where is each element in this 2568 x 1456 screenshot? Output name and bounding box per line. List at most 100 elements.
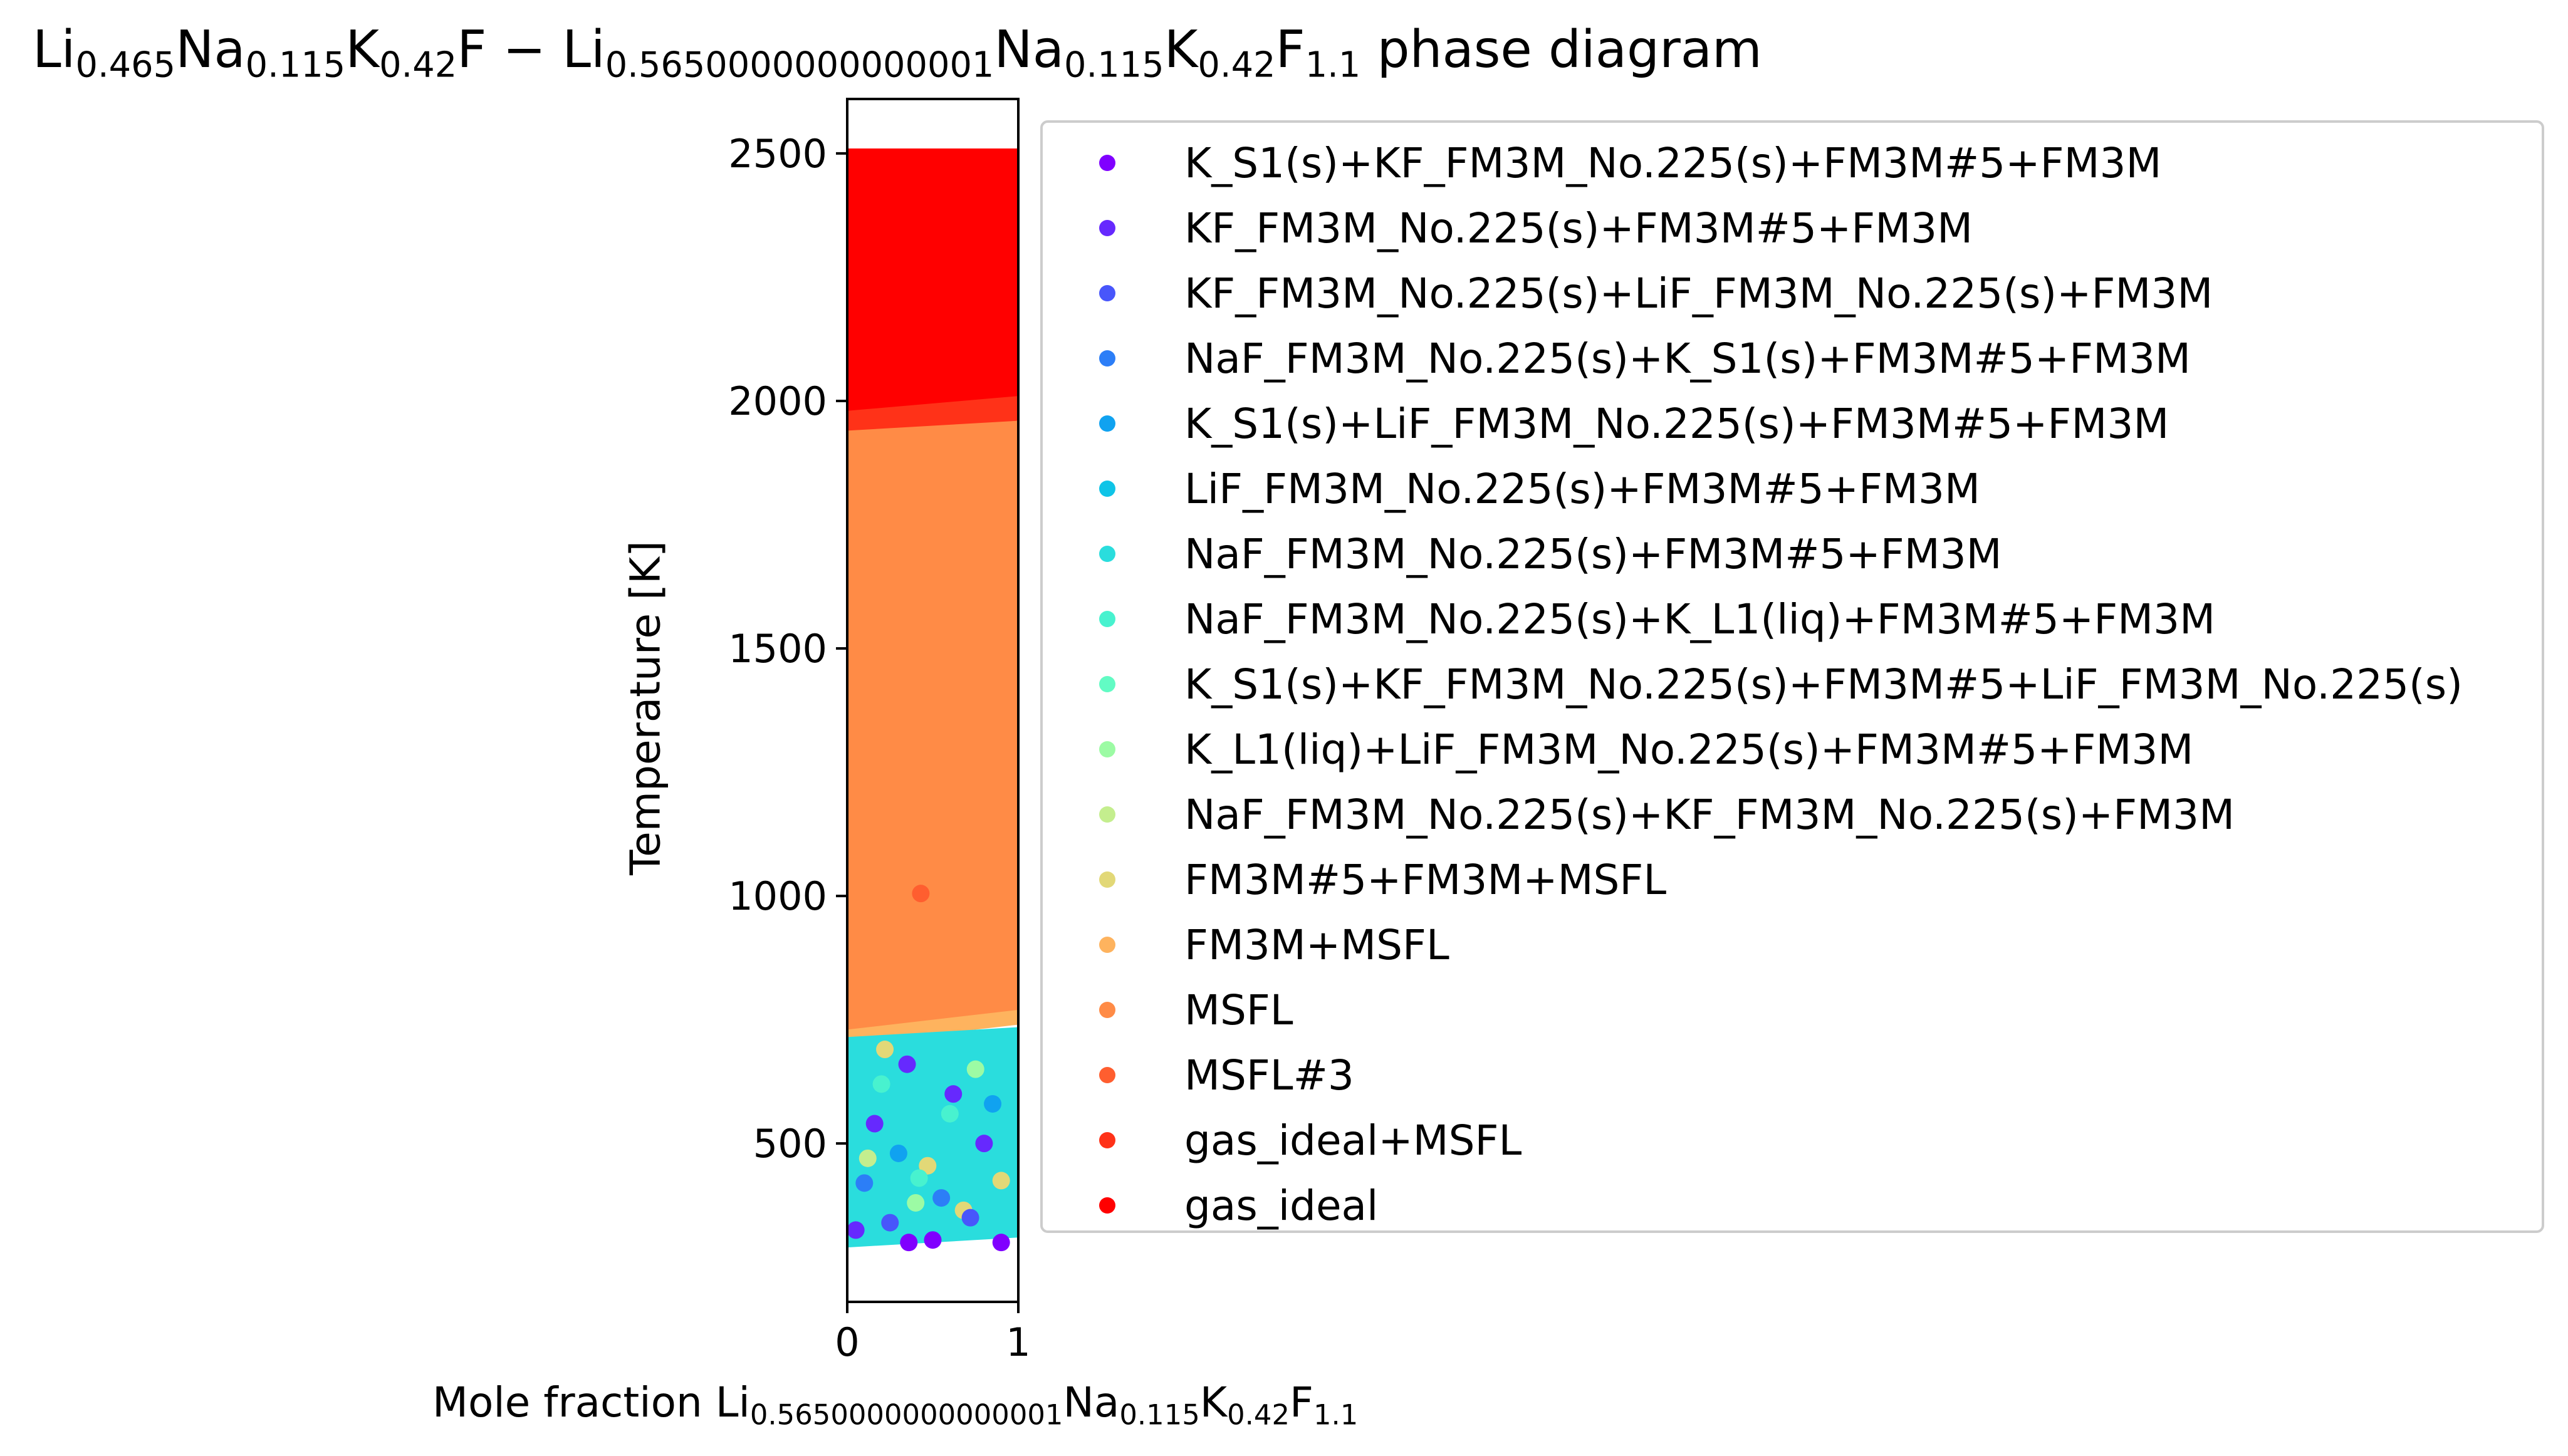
legend-item: gas_ideal [1043, 1173, 1378, 1238]
legend-item: LiF_FM3M_No.225(s)+FM3M#5+FM3M [1043, 456, 1980, 521]
phase-point-17 [889, 1144, 907, 1162]
legend-label: NaF_FM3M_No.225(s)+K_S1(s)+FM3M#5+FM3M [1184, 334, 2191, 383]
phase-point-6 [924, 1231, 942, 1249]
y-tick-label-0: 500 [753, 1121, 827, 1167]
subscript-5: 0.42 [379, 44, 457, 86]
legend-label: gas_ideal [1184, 1181, 1379, 1230]
text-part-6: F [1290, 1378, 1313, 1427]
legend-label: MSFL#3 [1184, 1051, 1354, 1100]
subscript-11: 0.42 [1198, 44, 1276, 86]
legend-item: NaF_FM3M_No.225(s)+K_S1(s)+FM3M#5+FM3M [1043, 326, 2191, 391]
legend-marker-icon [1099, 871, 1115, 888]
legend-marker-icon [1099, 676, 1115, 692]
legend-marker-icon [1099, 1067, 1115, 1083]
phase-point-24 [859, 1149, 877, 1167]
legend-item: K_S1(s)+KF_FM3M_No.225(s)+FM3M#5+FM3M [1043, 130, 2161, 195]
phase-point-13 [881, 1214, 899, 1232]
legend: K_S1(s)+KF_FM3M_No.225(s)+FM3M#5+FM3M KF_… [1040, 120, 2544, 1233]
legend-label: K_L1(liq)+LiF_FM3M_No.225(s)+FM3M#5+FM3M [1184, 725, 2194, 774]
legend-item: FM3M#5+FM3M+MSFL [1043, 847, 1666, 912]
phase-region-2 [847, 420, 1018, 1035]
legend-item: NaF_FM3M_No.225(s)+K_L1(liq)+FM3M#5+FM3M [1043, 586, 2215, 652]
phase-point-7 [992, 1234, 1010, 1252]
legend-label: KF_FM3M_No.225(s)+LiF_FM3M_No.225(s)+FM3… [1184, 269, 2213, 318]
legend-label: K_S1(s)+LiF_FM3M_No.225(s)+FM3M#5+FM3M [1184, 399, 2169, 448]
legend-marker-icon [1099, 741, 1115, 757]
legend-marker-icon [1099, 350, 1115, 367]
text-part-14: phase diagram [1360, 20, 1762, 80]
legend-label: FM3M+MSFL [1184, 920, 1449, 969]
text-part-2: Na [1063, 1378, 1120, 1427]
subscript-1: 0.5650000000000001 [749, 1398, 1063, 1432]
phase-region-1 [847, 396, 1018, 436]
legend-marker-icon [1099, 415, 1115, 432]
y-axis-label: Temperature [K] [621, 541, 670, 875]
phase-points [847, 885, 1010, 1252]
legend-label: K_S1(s)+KF_FM3M_No.225(s)+FM3M#5+LiF_FM3… [1184, 660, 2463, 709]
phase-point-18 [984, 1095, 1002, 1113]
phase-point-14 [961, 1209, 979, 1227]
subscript-5: 0.42 [1227, 1398, 1290, 1432]
y-tick-label-1: 1000 [728, 873, 827, 919]
legend-label: MSFL [1184, 985, 1293, 1034]
phase-point-10 [865, 1115, 884, 1133]
legend-item: K_S1(s)+KF_FM3M_No.225(s)+FM3M#5+LiF_FM3… [1043, 652, 2463, 717]
legend-item: NaF_FM3M_No.225(s)+FM3M#5+FM3M [1043, 521, 2002, 586]
text-part-0: Li [33, 20, 76, 80]
legend-item: NaF_FM3M_No.225(s)+KF_FM3M_No.225(s)+FM3… [1043, 782, 2235, 847]
text-part-2: Na [175, 20, 246, 80]
subscript-9: 0.115 [1064, 44, 1164, 86]
legend-marker-icon [1099, 155, 1115, 171]
legend-marker-icon [1099, 285, 1115, 301]
phase-point-16 [932, 1189, 951, 1207]
subscript-1: 0.465 [75, 44, 176, 86]
legend-item: KF_FM3M_No.225(s)+FM3M#5+FM3M [1043, 195, 1973, 261]
axis-ticks: 500 1000 1500 2000 2500 0 1 [728, 131, 1031, 1365]
legend-marker-icon [1099, 1197, 1115, 1214]
phase-point-11 [944, 1085, 963, 1103]
legend-marker-icon [1099, 220, 1115, 236]
text-part-4: K [345, 20, 380, 80]
text-part-12: F [1275, 20, 1305, 80]
legend-marker-icon [1099, 806, 1115, 823]
legend-label: NaF_FM3M_No.225(s)+KF_FM3M_No.225(s)+FM3… [1184, 790, 2235, 839]
legend-item: KF_FM3M_No.225(s)+LiF_FM3M_No.225(s)+FM3… [1043, 261, 2213, 326]
phase-point-23 [907, 1193, 925, 1212]
legend-item: gas_ideal+MSFL [1043, 1108, 1521, 1173]
y-tick-label-2: 1500 [728, 626, 827, 672]
phase-point-8 [847, 1221, 865, 1239]
legend-label: K_S1(s)+KF_FM3M_No.225(s)+FM3M#5+FM3M [1184, 138, 2162, 187]
legend-marker-icon [1099, 1132, 1115, 1148]
phase-point-0 [912, 885, 930, 903]
subscript-13: 1.1 [1305, 44, 1361, 86]
phase-point-1 [919, 1157, 937, 1175]
chart-title: Li0.465Na0.115K0.42F − Li0.5650000000000… [0, 20, 2568, 83]
phase-point-9 [898, 1055, 916, 1073]
y-tick-label-3: 2000 [728, 378, 827, 424]
phase-point-19 [872, 1075, 890, 1093]
legend-label: KF_FM3M_No.225(s)+FM3M#5+FM3M [1184, 204, 1973, 252]
legend-marker-icon [1099, 1002, 1115, 1018]
x-axis-label: Mole fraction Li0.5650000000000001Na0.11… [432, 1378, 1358, 1429]
legend-item: MSFL#3 [1043, 1043, 1354, 1108]
legend-marker-icon [1099, 481, 1115, 497]
legend-marker-icon [1099, 937, 1115, 953]
x-tick-label-1: 1 [1006, 1319, 1030, 1365]
phase-point-22 [966, 1060, 984, 1078]
legend-item: K_L1(liq)+LiF_FM3M_No.225(s)+FM3M#5+FM3M [1043, 717, 2193, 782]
legend-label: LiF_FM3M_No.225(s)+FM3M#5+FM3M [1184, 464, 1980, 513]
subscript-7: 1.1 [1313, 1398, 1359, 1432]
subscript-3: 0.115 [1119, 1398, 1200, 1432]
phase-point-5 [900, 1234, 918, 1252]
legend-label: gas_ideal+MSFL [1184, 1116, 1522, 1165]
phase-point-15 [855, 1174, 874, 1192]
phase-region-4 [847, 1027, 1018, 1248]
text-part-8: Na [994, 20, 1064, 80]
text-part-4: K [1199, 1378, 1228, 1427]
legend-item: MSFL [1043, 977, 1293, 1043]
legend-label: FM3M#5+FM3M+MSFL [1184, 855, 1667, 904]
legend-label: NaF_FM3M_No.225(s)+K_L1(liq)+FM3M#5+FM3M [1184, 595, 2216, 643]
phase-point-12 [975, 1135, 993, 1153]
